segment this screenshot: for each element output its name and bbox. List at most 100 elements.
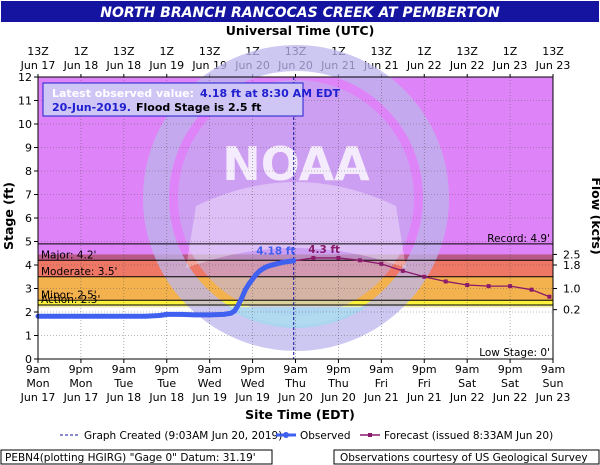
legend: Graph Created (9:03AM Jun 20, 2019) Obse… xyxy=(60,430,553,442)
title-bar xyxy=(1,1,599,22)
top-tick-label: 1Z xyxy=(417,45,432,58)
observed-point xyxy=(260,266,266,271)
observed-point xyxy=(99,313,105,319)
left-tick-label: 4 xyxy=(25,259,32,272)
latest-box-value: 4.18 ft at 8:30 AM EDT xyxy=(200,87,340,100)
bottom-tick-time: 9am xyxy=(112,363,136,376)
left-tick-label: 3 xyxy=(25,283,32,296)
bottom-tick-day: Sat xyxy=(458,377,477,390)
bottom-tick-time: 9pm xyxy=(498,363,523,376)
latest-box-flood-stage: Flood Stage is 2.5 ft xyxy=(136,101,261,114)
bottom-tick-time: 9am xyxy=(197,363,221,376)
top-tick-date: Jun 22 xyxy=(449,59,485,72)
right-axis-title: Flow (kcfs) xyxy=(589,177,600,254)
legend-forecast-label: Forecast (issued 8:33AM Jun 20) xyxy=(384,430,553,442)
bottom-tick-time: 9pm xyxy=(154,363,179,376)
top-tick-label: 1Z xyxy=(503,45,518,58)
forecast-point xyxy=(336,255,341,260)
footer-credit: Observations courtesy of US Geological S… xyxy=(340,452,588,464)
bottom-tick-date: Jun 22 xyxy=(449,391,485,404)
observed-point xyxy=(285,259,291,264)
observed-latest-label: 4.18 ft xyxy=(256,245,295,257)
observed-point xyxy=(282,259,288,265)
bottom-tick-date: Jun 18 xyxy=(148,391,184,404)
left-tick-label: 10 xyxy=(18,118,32,131)
record-label: Record: 4.9' xyxy=(487,233,550,245)
footer-datum: PEBN4(plotting HGIRG) "Gage 0" Datum: 31… xyxy=(5,452,256,464)
observed-point xyxy=(207,312,213,318)
bottom-tick-date: Jun 21 xyxy=(406,391,442,404)
top-tick-date: Jun 23 xyxy=(535,59,571,72)
bottom-tick-day: Fri xyxy=(418,377,431,390)
footer-left-box xyxy=(0,449,273,465)
watermark-text: NOAA xyxy=(222,137,370,191)
forecast-peak-label: 4.3 ft xyxy=(308,244,340,256)
observed-point xyxy=(291,258,297,264)
stage-line-label: Moderate: 3.5' xyxy=(41,266,117,278)
bottom-tick-day: Mon xyxy=(26,377,49,390)
bottom-tick-date: Jun 17 xyxy=(63,391,99,404)
top-tick-label: 13Z xyxy=(27,45,49,58)
top-tick-label: 1Z xyxy=(74,45,89,58)
top-tick-date: Jun 23 xyxy=(492,59,528,72)
plot-area: NOAA Major: 4.2' Moderate: 3.5' Minor: 2.5… xyxy=(35,45,554,360)
watermark-ring xyxy=(143,45,449,351)
top-axis-title: Universal Time (UTC) xyxy=(226,23,375,38)
bottom-tick-day: Sun xyxy=(543,377,564,390)
observed-series: 4.18 ft xyxy=(35,245,297,319)
top-tick-date: Jun 18 xyxy=(105,59,141,72)
observed-point xyxy=(57,313,62,319)
forecast-series: 4.3 ft xyxy=(293,244,552,299)
right-tick-label: 0.2 xyxy=(563,304,581,317)
observed-point xyxy=(246,281,252,287)
latest-box-label: Latest observed value: xyxy=(52,87,194,100)
watermark-lower-disc xyxy=(225,307,367,328)
footer-right-box xyxy=(333,449,600,465)
forecast-point xyxy=(443,279,448,284)
bottom-tick-time: 9pm xyxy=(412,363,437,376)
top-tick-date: Jun 22 xyxy=(406,59,442,72)
observed-point xyxy=(221,311,227,317)
latest-observed-box: Latest observed value: 4.18 ft at 8:30 AM… xyxy=(42,82,341,117)
bottom-tick-time: 9pm xyxy=(326,363,351,376)
noaa-watermark: NOAA xyxy=(143,45,449,351)
observed-point xyxy=(78,313,84,319)
observed-point xyxy=(278,260,284,266)
bottom-tick-day: Tue xyxy=(156,377,176,390)
top-tick-label: 13Z xyxy=(199,45,221,58)
legend-created-label: Graph Created (9:03AM Jun 20, 2019) xyxy=(84,430,282,442)
watermark-bird xyxy=(186,182,406,268)
latest-box-frame xyxy=(42,82,304,117)
bottom-tick-time: 9am xyxy=(541,363,565,376)
right-tick-label: 2.5 xyxy=(563,248,581,261)
forecast-point xyxy=(465,282,470,287)
bottom-tick-date: Jun 19 xyxy=(234,391,270,404)
observed-point xyxy=(228,310,234,316)
bottom-tick-time: 9pm xyxy=(69,363,94,376)
bottom-tick-date: Jun 23 xyxy=(535,391,571,404)
chart-title: NORTH BRANCH RANCOCAS CREEK AT PEMBERTON xyxy=(100,5,500,21)
forecast-point xyxy=(311,255,316,260)
top-tick-date: Jun 18 xyxy=(63,59,99,72)
forecast-point xyxy=(422,274,427,279)
forecast-point xyxy=(508,284,513,289)
bottom-tick-date: Jun 21 xyxy=(363,391,399,404)
stage-line-label: Major: 4.2' xyxy=(41,249,96,261)
observed-point xyxy=(250,276,255,282)
top-tick-date: Jun 19 xyxy=(148,59,184,72)
observed-point xyxy=(243,287,248,293)
bottom-tick-date: Jun 20 xyxy=(320,391,356,404)
bottom-tick-day: Thu xyxy=(327,377,349,390)
bottom-tick-day: Fri xyxy=(375,377,388,390)
low-stage-label: Low Stage: 0' xyxy=(479,347,550,359)
observed-point xyxy=(157,313,162,318)
bottom-axis-title: Site Time (EDT) xyxy=(245,407,355,422)
left-tick-label: 6 xyxy=(25,212,32,225)
top-tick-label: 13Z xyxy=(113,45,135,58)
top-tick-date: Jun 17 xyxy=(20,59,56,72)
observed-point xyxy=(178,311,184,317)
top-tick-label: 13Z xyxy=(371,45,393,58)
bottom-tick-date: Jun 19 xyxy=(191,391,227,404)
